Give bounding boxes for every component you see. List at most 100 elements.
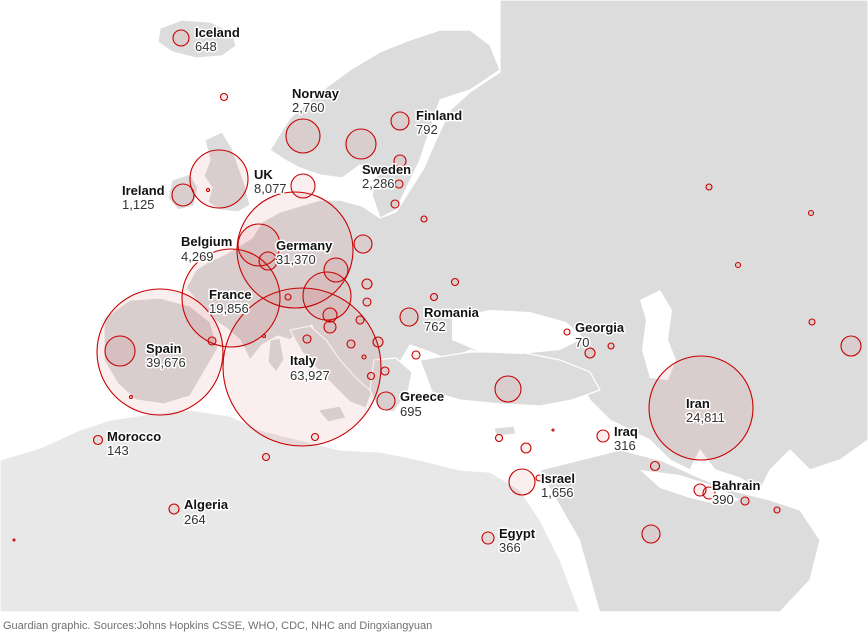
- bubble: [429, 292, 439, 302]
- label-greece-name: Greece: [400, 389, 444, 404]
- bubble: [520, 442, 532, 454]
- bubble: [261, 452, 271, 462]
- persian-gulf: [640, 470, 740, 505]
- label-sweden-value: 2,286: [362, 176, 395, 191]
- bubble: [376, 391, 396, 411]
- bubble: [840, 335, 862, 357]
- labels: Iceland 648 Norway 2,760 Finland 792 Swe…: [106, 24, 762, 557]
- label-spain-value: 39,676: [146, 355, 186, 370]
- label-bahrain-value: 390: [712, 492, 734, 507]
- land-iceland: [157, 19, 237, 59]
- bubble: [648, 355, 754, 461]
- bubble: [168, 503, 180, 515]
- label-israel-name: Israel: [541, 471, 575, 486]
- bubble: [563, 328, 571, 336]
- label-iran-name: Iran: [686, 396, 710, 411]
- bubble: [353, 234, 373, 254]
- bubble: [261, 333, 267, 339]
- caspian-sea: [640, 290, 676, 380]
- label-france-value: 19,856: [209, 301, 249, 316]
- label-iran-value: 24,811: [686, 410, 725, 425]
- bubble: [808, 318, 816, 326]
- label-sweden-name: Sweden: [362, 162, 411, 177]
- label-morocco-value: 143: [107, 443, 129, 458]
- land-italy: [289, 325, 373, 409]
- label-spain-name: Spain: [146, 341, 181, 356]
- bubble: [323, 257, 349, 283]
- bubble: [734, 261, 742, 269]
- land-cyprus: [493, 425, 517, 437]
- bubble: [284, 293, 292, 301]
- bubble: [372, 336, 384, 348]
- bubble: [641, 524, 661, 544]
- bubble: [394, 179, 404, 189]
- bubble: [508, 468, 536, 496]
- label-france-name: France: [209, 287, 252, 302]
- label-italy-name: Italy: [290, 353, 317, 368]
- label-iraq-name: Iraq: [614, 424, 638, 439]
- black-sea: [452, 310, 584, 354]
- label-italy-value: 63,927: [290, 368, 330, 383]
- label-algeria-value: 264: [184, 512, 206, 527]
- bubble: [222, 287, 382, 447]
- label-finland-name: Finland: [416, 108, 462, 123]
- label-norway-name: Norway: [292, 86, 340, 101]
- bubble: [12, 538, 16, 542]
- label-belgium-value: 4,269: [181, 249, 214, 264]
- bubble: [345, 128, 377, 160]
- bubble: [366, 371, 376, 381]
- bubble: [302, 271, 352, 321]
- bubble: [551, 428, 555, 432]
- label-germany-name: Germany: [276, 238, 333, 253]
- bubble: [104, 335, 136, 367]
- label-romania-name: Romania: [424, 305, 480, 320]
- bubble: [390, 199, 400, 209]
- label-ireland-value: 1,125: [122, 197, 155, 212]
- bubble: [399, 307, 419, 327]
- bubble: [702, 486, 716, 500]
- bubble: [584, 347, 596, 359]
- label-algeria-name: Algeria: [184, 497, 229, 512]
- bubble: [205, 187, 211, 193]
- label-greece-value: 695: [400, 404, 422, 419]
- bubble: [171, 183, 195, 207]
- land-scandinavia: [269, 29, 501, 219]
- label-georgia-name: Georgia: [575, 320, 625, 335]
- bubble: [481, 531, 495, 545]
- source-caption: Guardian graphic. Sources:Johns Hopkins …: [3, 620, 433, 632]
- bubble: [649, 460, 661, 472]
- label-norway-value: 2,760: [292, 100, 325, 115]
- red-sea: [520, 470, 600, 612]
- label-romania-value: 762: [424, 319, 446, 334]
- label-ireland-name: Ireland: [122, 183, 165, 198]
- land-sardinia: [267, 337, 285, 374]
- bubble: [361, 278, 373, 290]
- bubble: [96, 288, 224, 416]
- bubble: [740, 496, 750, 506]
- label-egypt-value: 366: [499, 540, 521, 555]
- bubble: [92, 434, 104, 446]
- bubble: [494, 375, 522, 403]
- label-uk-name: UK: [254, 167, 273, 182]
- bubble: [189, 149, 249, 209]
- bubble: [322, 307, 338, 323]
- label-finland-value: 792: [416, 122, 438, 137]
- bubble: [323, 320, 337, 334]
- bubble: [450, 277, 460, 287]
- bubble: [236, 191, 354, 309]
- label-belgium-name: Belgium: [181, 234, 232, 249]
- land-north-africa: [0, 409, 581, 612]
- bubble: [258, 251, 278, 271]
- bubble: [310, 432, 320, 442]
- map-canvas: Iceland 648 Norway 2,760 Finland 792 Swe…: [0, 0, 868, 612]
- bubble: [705, 183, 713, 191]
- bubble: [361, 354, 367, 360]
- bubble: [237, 223, 281, 267]
- land-sicily: [316, 405, 347, 423]
- bubble: [128, 394, 134, 400]
- label-uk-value: 8,077: [254, 181, 287, 196]
- bubble: [181, 248, 281, 348]
- label-iceland-name: Iceland: [195, 25, 240, 40]
- label-iceland-value: 648: [195, 39, 217, 54]
- label-iraq-value: 316: [614, 438, 636, 453]
